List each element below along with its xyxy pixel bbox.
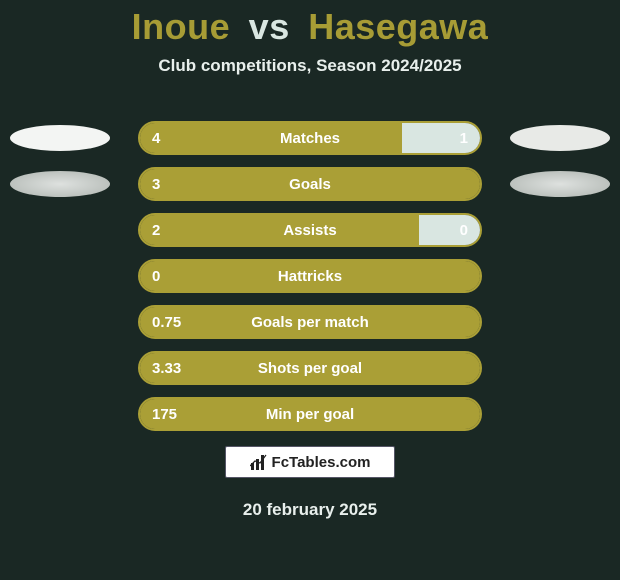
stat-row: 0.75Goals per match (0, 304, 620, 350)
stat-bar: 20Assists (138, 213, 482, 247)
stat-bar: 3Goals (138, 167, 482, 201)
stat-bar: 41Matches (138, 121, 482, 155)
player1-avatar (10, 125, 110, 151)
player1-avatar (10, 171, 110, 197)
bar-chart-icon (250, 453, 268, 471)
stat-row: 20Assists (0, 212, 620, 258)
comparison-title: Inoue vs Hasegawa (0, 0, 620, 48)
stat-label: Goals (140, 169, 480, 199)
stat-row: 3.33Shots per goal (0, 350, 620, 396)
stat-label: Hattricks (140, 261, 480, 291)
stat-label: Goals per match (140, 307, 480, 337)
stat-bar: 3.33Shots per goal (138, 351, 482, 385)
stat-label: Matches (140, 123, 480, 153)
player1-name: Inoue (132, 6, 231, 47)
player2-name: Hasegawa (308, 6, 488, 47)
stat-bar: 0Hattricks (138, 259, 482, 293)
stats-rows-container: 41Matches 3Goals 20Assists 0Hattricks 0.75Go… (0, 120, 620, 442)
fctables-logo: FcTables.com (225, 446, 395, 478)
logo-text: FcTables.com (272, 454, 371, 471)
vs-label: vs (249, 6, 290, 47)
footer-date: 20 february 2025 (0, 500, 620, 520)
stat-row: 3Goals (0, 166, 620, 212)
player2-avatar (510, 171, 610, 197)
stat-row: 0Hattricks (0, 258, 620, 304)
stat-label: Assists (140, 215, 480, 245)
stat-row: 41Matches (0, 120, 620, 166)
stat-label: Min per goal (140, 399, 480, 429)
subtitle: Club competitions, Season 2024/2025 (0, 56, 620, 76)
stat-label: Shots per goal (140, 353, 480, 383)
stat-bar: 0.75Goals per match (138, 305, 482, 339)
stat-row: 175Min per goal (0, 396, 620, 442)
player2-avatar (510, 125, 610, 151)
stat-bar: 175Min per goal (138, 397, 482, 431)
